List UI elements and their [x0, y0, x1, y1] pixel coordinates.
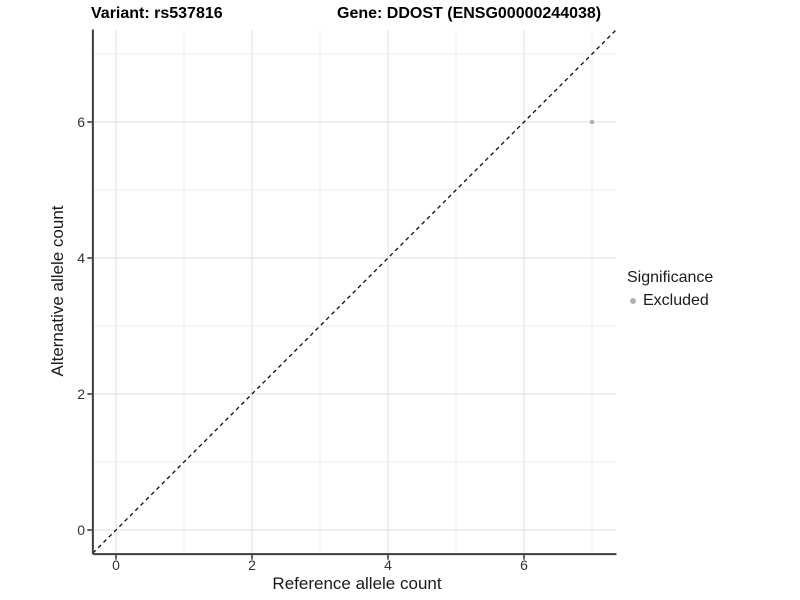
y-tick-label: 0 [77, 522, 85, 538]
y-tick-label: 2 [77, 386, 85, 402]
legend-entry-label: Excluded [643, 292, 709, 309]
legend-title: Significance [627, 269, 714, 286]
y-tick-label: 4 [77, 250, 85, 266]
x-tick-label: 2 [248, 557, 256, 573]
identity-dashed-line [92, 29, 617, 554]
x-tick-label: 0 [112, 557, 120, 573]
x-axis-title: Reference allele count [272, 574, 442, 593]
plot-title-variant: Variant: rs537816 [91, 5, 223, 22]
x-tick-label: 6 [520, 557, 528, 573]
legend-entry: Excluded [627, 291, 713, 310]
y-tick-label: 6 [77, 114, 85, 130]
legend-point-icon [630, 297, 636, 304]
y-axis-title: Alternative allele count [48, 205, 67, 377]
plot-title-gene: Gene: DDOST (ENSG00000244038) [337, 5, 602, 22]
x-tick-label: 4 [384, 557, 392, 573]
legend: Significance Excluded [627, 268, 713, 310]
data-point [589, 119, 595, 125]
